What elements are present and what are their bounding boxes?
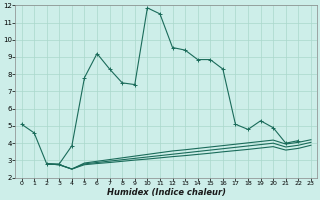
X-axis label: Humidex (Indice chaleur): Humidex (Indice chaleur) bbox=[107, 188, 226, 197]
